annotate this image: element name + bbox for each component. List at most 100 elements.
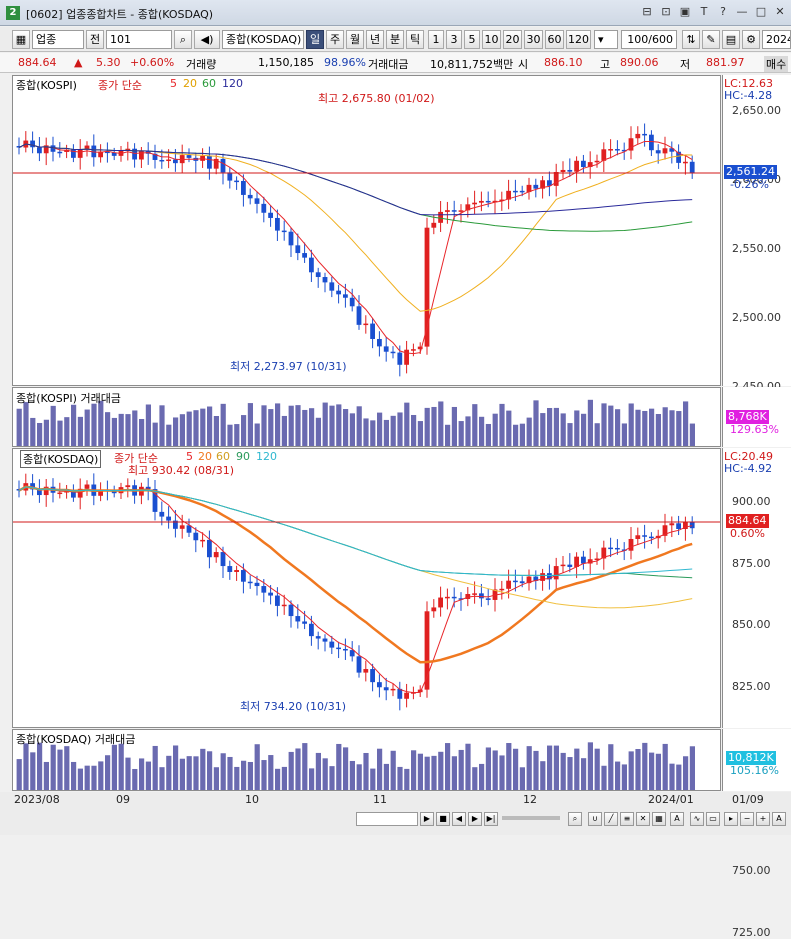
close-icon[interactable]: ✕ xyxy=(775,5,785,18)
search-icon[interactable]: ⌕ xyxy=(174,30,192,49)
custom-period-select[interactable]: ▾ xyxy=(594,30,618,49)
kosdaq-volume-chart xyxy=(16,742,695,790)
candle-body xyxy=(166,516,171,521)
volume-bar xyxy=(84,409,90,446)
volume-bar xyxy=(513,748,519,790)
volume-bar xyxy=(254,423,260,446)
layout-icon[interactable]: ▭ xyxy=(706,812,720,826)
volume-bar xyxy=(560,413,566,446)
period-minute-button[interactable]: 분 xyxy=(386,30,404,49)
image-icon[interactable]: ▣ xyxy=(679,5,691,18)
amount-label: 거래대금 xyxy=(368,58,409,71)
font-icon[interactable]: A xyxy=(772,812,786,826)
grid-icon[interactable]: ▦ xyxy=(12,30,30,49)
volume-bar xyxy=(628,403,634,446)
candle-body xyxy=(533,184,539,189)
x-label-jan: 2024/01 xyxy=(648,793,694,806)
chart-settings-icon[interactable]: ⇅ xyxy=(682,30,700,49)
volume-bar xyxy=(132,768,138,790)
kosdaq-title[interactable]: 종합(KOSDAQ) xyxy=(20,450,102,468)
volume-bar xyxy=(594,423,600,446)
code-input[interactable]: 101 xyxy=(106,30,172,49)
link-icon[interactable]: ⊟ xyxy=(642,5,652,18)
candle-body xyxy=(465,204,471,211)
volume-bar xyxy=(220,753,226,790)
full-view-button[interactable]: 전 xyxy=(86,30,104,49)
kospi-price-panel[interactable] xyxy=(12,75,721,386)
period-day-button[interactable]: 일 xyxy=(306,30,324,49)
cross-icon[interactable]: ✕ xyxy=(636,812,650,826)
volume-bar xyxy=(356,764,362,790)
kosdaq-hc: HC:-4.92 xyxy=(724,462,773,475)
minute-option-3[interactable]: 3 xyxy=(446,30,462,49)
volume-bar xyxy=(472,767,478,790)
last-icon[interactable]: ▶| xyxy=(484,812,498,826)
kospi-volume-panel[interactable] xyxy=(12,387,721,447)
candle-body xyxy=(383,687,389,691)
amount-value: 10,811,752백만 xyxy=(430,58,514,71)
volume-bar xyxy=(125,414,131,446)
scroll-right-icon[interactable]: ▶ xyxy=(420,812,434,826)
zoom-slider[interactable] xyxy=(502,816,560,820)
first-icon[interactable]: ■ xyxy=(436,812,450,826)
grid-lines-icon[interactable]: ▦ xyxy=(652,812,666,826)
minute-option-10[interactable]: 10 xyxy=(482,30,501,49)
speaker-icon[interactable]: ◀) xyxy=(194,30,220,49)
curve-tool-icon[interactable]: ∿ xyxy=(690,812,704,826)
candle-body xyxy=(43,145,49,154)
candle-body xyxy=(166,159,171,162)
prev-icon[interactable]: ◀ xyxy=(452,812,466,826)
minute-option-1[interactable]: 1 xyxy=(428,30,444,49)
minute-option-5[interactable]: 5 xyxy=(464,30,480,49)
search-zoom-icon[interactable]: ⌕ xyxy=(568,812,582,826)
magnet-icon[interactable]: ∪ xyxy=(588,812,602,826)
candle-body xyxy=(574,556,579,567)
market-select[interactable]: 업종 xyxy=(32,30,84,49)
buy-button[interactable]: 매수 xyxy=(764,56,789,72)
line-tool-icon[interactable]: ╱ xyxy=(604,812,618,826)
volume-bar xyxy=(268,755,274,790)
volume-bar xyxy=(71,404,77,446)
minus-icon[interactable]: − xyxy=(740,812,754,826)
arrow-right-icon[interactable]: ▸ xyxy=(724,812,738,826)
next-icon[interactable]: ▶ xyxy=(468,812,482,826)
candle-body xyxy=(275,595,280,606)
kosdaq-price-panel[interactable] xyxy=(12,448,721,728)
volume-bar xyxy=(193,410,199,446)
minute-option-20[interactable]: 20 xyxy=(503,30,522,49)
volume-bar xyxy=(336,404,342,446)
volume-bar xyxy=(268,409,274,446)
up-arrow-icon: ▲ xyxy=(74,56,83,69)
period-week-button[interactable]: 주 xyxy=(326,30,344,49)
candle-body xyxy=(655,150,661,154)
candle-body xyxy=(98,489,103,496)
volume-bar xyxy=(621,764,627,790)
volume-bar xyxy=(635,749,641,790)
gear-icon[interactable]: ⚙ xyxy=(742,30,760,49)
candle-body xyxy=(220,158,226,173)
copy-icon[interactable]: ⊡ xyxy=(661,5,671,18)
minute-option-60[interactable]: 60 xyxy=(545,30,564,49)
count-input[interactable]: 100/600 xyxy=(621,30,677,49)
period-month-button[interactable]: 월 xyxy=(346,30,364,49)
fib-tool-icon[interactable]: ≡ xyxy=(620,812,634,826)
text-tool-icon[interactable]: A xyxy=(670,812,684,826)
minute-option-120[interactable]: 120 xyxy=(566,30,591,49)
volume-bar xyxy=(492,413,498,446)
help-icon[interactable]: ? xyxy=(720,5,726,18)
minute-option-30[interactable]: 30 xyxy=(524,30,543,49)
period-year-button[interactable]: 년 xyxy=(366,30,384,49)
kosdaq-volume-panel[interactable] xyxy=(12,729,721,791)
plus-icon[interactable]: + xyxy=(756,812,770,826)
kosdaq-volume-title: 종합(KOSDAQ) 거래대금 xyxy=(16,733,136,746)
minimize-icon[interactable]: — xyxy=(736,5,748,18)
date-input[interactable]: 2024 xyxy=(762,30,791,49)
text-size-icon[interactable]: T xyxy=(700,5,708,18)
save-icon[interactable]: ▤ xyxy=(722,30,740,49)
scrollbar-track[interactable] xyxy=(356,812,418,826)
volume-bar xyxy=(213,416,219,446)
kospi-lc: LC:12.63 xyxy=(724,77,774,90)
period-tick-button[interactable]: 틱 xyxy=(406,30,424,49)
drawing-tool-icon[interactable]: ✎ xyxy=(702,30,720,49)
restore-icon[interactable]: □ xyxy=(755,5,767,18)
